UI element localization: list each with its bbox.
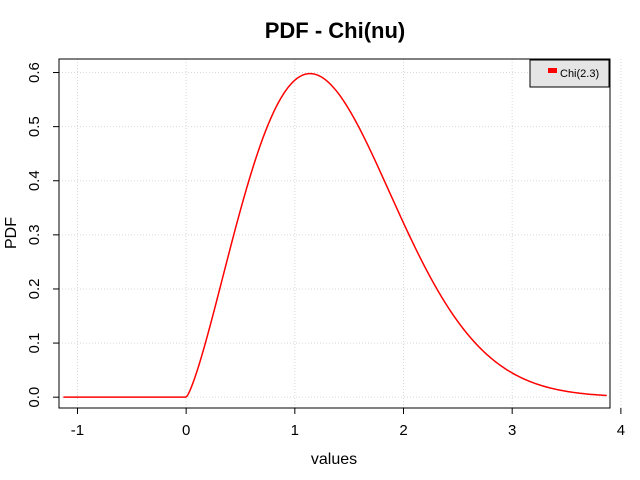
y-tick-label: 0.3	[26, 224, 43, 245]
y-axis-label: PDF	[3, 217, 20, 249]
y-tick-label: 0.5	[26, 116, 43, 137]
x-axis-ticks: -1 0 1 2 3 4	[71, 408, 625, 439]
x-axis-label: values	[311, 451, 357, 468]
x-tick-label: 0	[182, 422, 190, 439]
y-axis-ticks: 0.0 0.1 0.2 0.3 0.4 0.5 0.6	[26, 62, 59, 408]
legend: Chi(2.3)	[529, 59, 610, 88]
y-tick-label: 0.1	[26, 333, 43, 354]
x-tick-label: 4	[617, 422, 625, 439]
y-tick-label: 0.0	[26, 387, 43, 408]
plot-frame	[58, 58, 611, 409]
x-tick-label: 1	[291, 422, 299, 439]
chart-title: PDF - Chi(nu)	[265, 18, 406, 43]
x-tick-label: 2	[399, 422, 407, 439]
grid	[59, 59, 622, 408]
x-tick-label: -1	[71, 422, 84, 439]
legend-box	[529, 59, 610, 88]
y-tick-label: 0.4	[26, 170, 43, 191]
legend-entry-label: Chi(2.3)	[560, 68, 599, 80]
y-tick-label: 0.6	[26, 62, 43, 83]
y-tick-label: 0.2	[26, 279, 43, 300]
x-tick-label: 3	[508, 422, 516, 439]
legend-swatch	[548, 68, 557, 73]
series-line-chi	[63, 72, 607, 398]
